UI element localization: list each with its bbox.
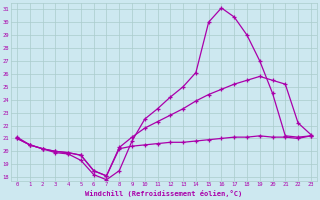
X-axis label: Windchill (Refroidissement éolien,°C): Windchill (Refroidissement éolien,°C) xyxy=(85,190,243,197)
